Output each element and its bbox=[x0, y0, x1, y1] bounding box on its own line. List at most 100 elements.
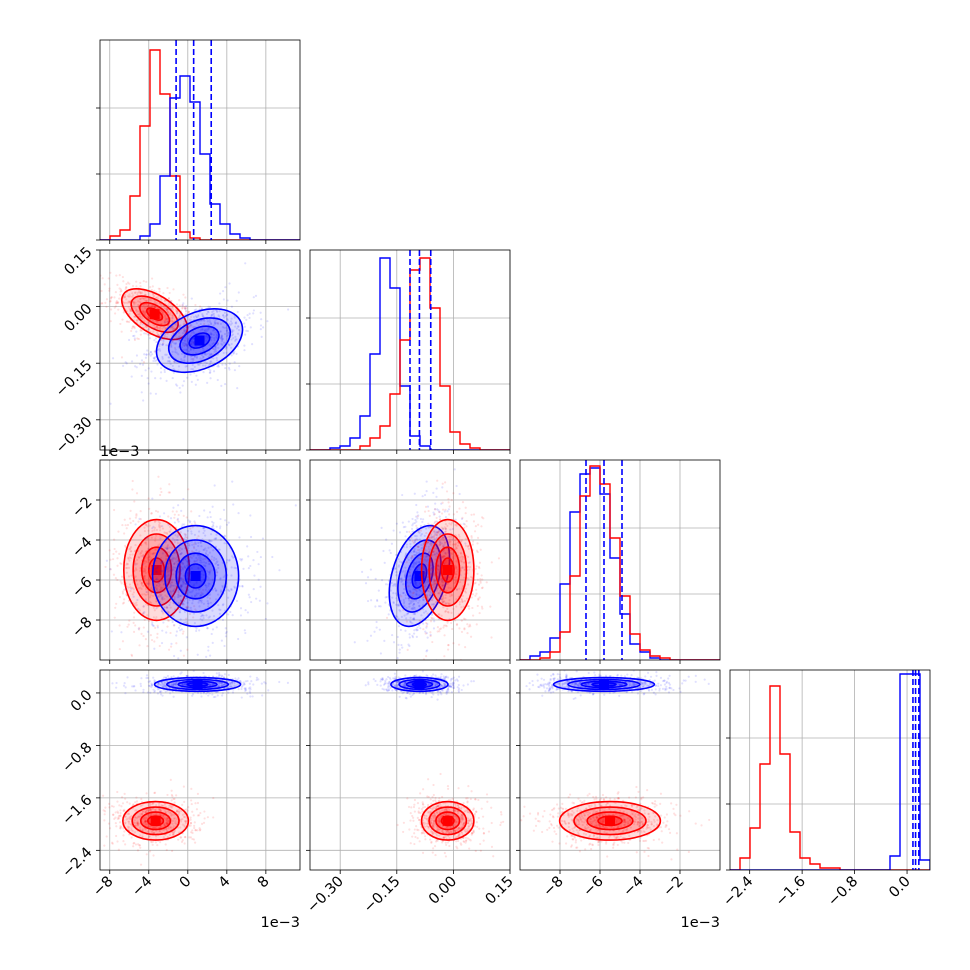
sample-point bbox=[215, 359, 219, 362]
sample-point bbox=[225, 561, 228, 564]
sample-point bbox=[417, 514, 420, 517]
sample-point bbox=[135, 514, 138, 517]
sample-point bbox=[147, 333, 151, 336]
sample-point bbox=[182, 327, 186, 331]
sample-point bbox=[422, 596, 426, 599]
sample-point bbox=[169, 601, 172, 604]
sample-point bbox=[230, 588, 233, 592]
sample-point bbox=[218, 330, 222, 333]
sample-point bbox=[455, 484, 458, 488]
sample-point bbox=[445, 561, 448, 564]
sample-point bbox=[430, 567, 433, 570]
sample-point bbox=[186, 572, 189, 575]
sample-point bbox=[150, 305, 154, 308]
sample-point bbox=[169, 517, 173, 520]
sample-point bbox=[126, 817, 129, 820]
sample-point bbox=[174, 820, 177, 823]
sample-point bbox=[447, 602, 450, 605]
sample-point bbox=[210, 352, 213, 355]
sample-point bbox=[214, 348, 217, 351]
sample-point bbox=[253, 574, 256, 577]
sample-point bbox=[208, 654, 212, 657]
sample-point bbox=[142, 612, 145, 615]
sample-point bbox=[442, 549, 445, 552]
sample-point bbox=[458, 492, 461, 496]
sample-point bbox=[110, 296, 113, 299]
sample-point bbox=[451, 521, 454, 524]
sample-point bbox=[212, 357, 215, 360]
sample-point bbox=[225, 326, 228, 329]
sample-point bbox=[478, 596, 481, 599]
sample-point bbox=[441, 501, 444, 504]
sample-point bbox=[229, 685, 232, 688]
sample-point bbox=[169, 343, 172, 346]
sample-point bbox=[208, 597, 212, 600]
sample-point bbox=[160, 556, 163, 560]
sample-point bbox=[151, 826, 155, 829]
sample-point bbox=[444, 553, 448, 556]
sample-point bbox=[184, 545, 188, 548]
sample-point bbox=[144, 541, 147, 544]
sample-point bbox=[420, 543, 423, 547]
sample-point bbox=[409, 532, 412, 536]
sample-point bbox=[127, 306, 130, 309]
sample-point bbox=[176, 593, 180, 596]
sample-point bbox=[437, 564, 440, 567]
sample-point bbox=[414, 562, 418, 565]
sample-point bbox=[149, 350, 153, 354]
sample-point bbox=[221, 338, 224, 341]
sample-point bbox=[199, 594, 202, 598]
sample-point bbox=[249, 326, 252, 329]
sample-point bbox=[225, 329, 229, 333]
sample-point bbox=[211, 505, 214, 508]
sample-point bbox=[101, 794, 105, 797]
sample-point bbox=[169, 645, 173, 648]
sample-point bbox=[413, 606, 416, 610]
joint-panel-2-1 bbox=[309, 459, 511, 661]
sample-point bbox=[213, 336, 216, 340]
sample-point bbox=[173, 562, 176, 565]
sample-point bbox=[370, 599, 373, 602]
sample-point bbox=[207, 605, 210, 608]
sample-point bbox=[414, 562, 417, 565]
sample-point bbox=[164, 332, 167, 335]
sample-point bbox=[172, 831, 175, 834]
sample-point bbox=[165, 353, 168, 356]
sample-point bbox=[214, 537, 217, 540]
sample-point bbox=[257, 563, 260, 566]
sample-point bbox=[418, 589, 421, 592]
sample-point bbox=[474, 525, 477, 528]
sample-point bbox=[429, 594, 432, 597]
sample-point bbox=[417, 561, 420, 564]
sample-point bbox=[187, 559, 190, 562]
sample-point bbox=[170, 547, 174, 550]
sample-point bbox=[172, 683, 175, 686]
sample-point bbox=[424, 630, 427, 633]
sample-point bbox=[235, 338, 238, 341]
sample-point bbox=[161, 682, 164, 685]
sample-point bbox=[222, 684, 226, 687]
sample-point bbox=[180, 311, 183, 314]
sample-point bbox=[233, 369, 237, 372]
sample-point bbox=[426, 622, 429, 626]
sample-point bbox=[142, 310, 145, 313]
sample-point bbox=[164, 326, 168, 330]
sample-point bbox=[416, 538, 419, 541]
sample-point bbox=[404, 594, 407, 597]
sample-point bbox=[180, 628, 183, 631]
sample-point bbox=[123, 682, 126, 685]
sample-point bbox=[134, 562, 137, 565]
sample-point bbox=[180, 584, 183, 587]
sample-point bbox=[453, 468, 456, 471]
sample-point bbox=[116, 578, 119, 582]
sample-point bbox=[131, 488, 134, 491]
sample-point bbox=[121, 802, 125, 805]
sample-point bbox=[429, 548, 432, 551]
sample-point bbox=[392, 601, 395, 605]
sample-point bbox=[181, 568, 184, 571]
sample-point bbox=[139, 569, 142, 573]
sample-point bbox=[426, 541, 429, 544]
sample-point bbox=[224, 366, 227, 370]
sample-point bbox=[142, 605, 145, 608]
sample-point bbox=[197, 541, 200, 545]
